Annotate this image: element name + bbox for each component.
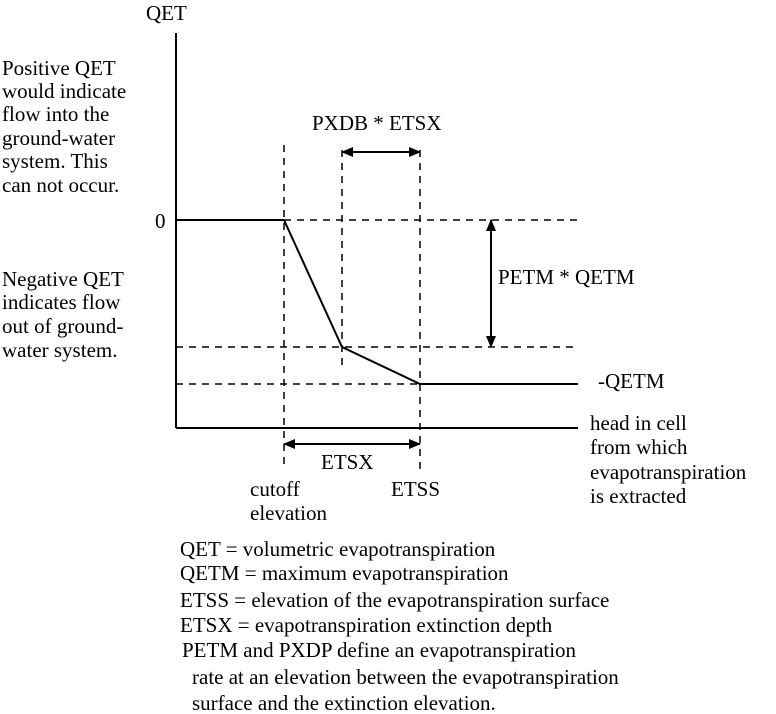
etss-label: ETSS xyxy=(391,477,440,501)
petm-label: PETM * QETM xyxy=(498,265,635,289)
definition-line: ETSS = elevation of the evapotranspirati… xyxy=(180,588,609,612)
definition-line: rate at an elevation between the evapotr… xyxy=(192,665,619,689)
positive-note-line: Positive QET xyxy=(2,56,116,80)
positive-note-line: flow into the xyxy=(2,102,109,126)
positive-note: Positive QET would indicate flow into th… xyxy=(2,56,126,197)
x-axis-label: head in cell from which evapotranspirati… xyxy=(590,411,747,508)
definition-line: PETM and PXDP define an evapotranspirati… xyxy=(182,638,577,662)
positive-note-line: ground-water xyxy=(2,126,115,150)
positive-note-line: system. This xyxy=(2,149,108,173)
definition-line: surface and the extinction elevation. xyxy=(192,691,496,714)
negative-note: Negative QET indicates flow out of groun… xyxy=(2,267,124,362)
negative-note-line: indicates flow xyxy=(2,290,121,314)
negative-note-line: Negative QET xyxy=(2,267,124,291)
y-axis-label: QET xyxy=(146,1,187,25)
et-curve xyxy=(176,219,578,385)
definition-line: ETSX = evapotranspiration extinction dep… xyxy=(180,613,553,637)
pxdb-label: PXDB * ETSX xyxy=(312,111,442,135)
cutoff-label-line: elevation xyxy=(250,501,327,525)
definition-line: QET = volumetric evapotranspiration xyxy=(180,537,496,561)
x-axis-label-line: from which xyxy=(590,435,688,459)
x-axis-label-line: evapotranspiration xyxy=(590,460,747,484)
etsx-label: ETSX xyxy=(321,450,374,474)
definitions-legend: QET = volumetric evapotranspiration QETM… xyxy=(180,537,619,714)
cutoff-label-line: cutoff xyxy=(250,477,300,501)
neg-qetm-label: -QETM xyxy=(598,369,665,393)
positive-note-line: would indicate xyxy=(2,79,126,103)
positive-note-line: can not occur. xyxy=(2,173,119,197)
definition-line: QETM = maximum evapotranspiration xyxy=(180,561,509,585)
x-axis-label-line: head in cell xyxy=(590,411,687,435)
negative-note-line: out of ground- xyxy=(2,314,123,338)
negative-note-line: water system. xyxy=(2,338,117,362)
zero-label: 0 xyxy=(155,209,166,233)
x-axis-label-line: is extracted xyxy=(590,484,687,508)
